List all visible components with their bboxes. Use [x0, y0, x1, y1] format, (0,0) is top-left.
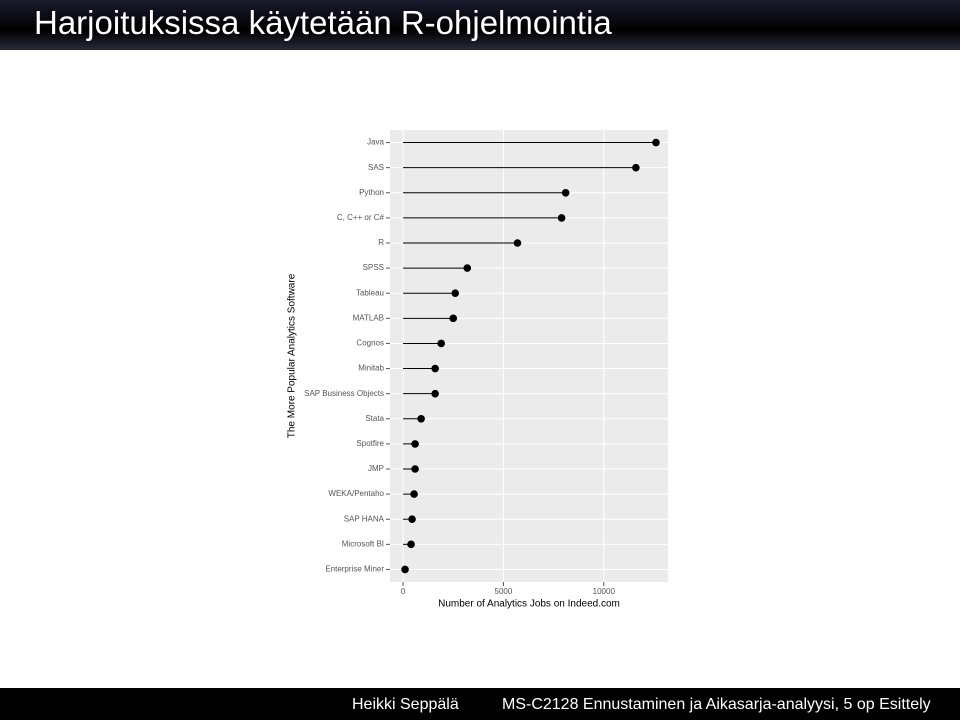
title-bar: Harjoituksissa käytetään R-ohjelmointia [0, 0, 960, 50]
dot [437, 339, 445, 348]
y-tick-label: JMP [368, 464, 384, 473]
dot [411, 465, 419, 473]
plot-background [390, 130, 668, 582]
dot [561, 188, 570, 197]
footer-course: MS-C2128 Ennustaminen ja Aikasarja-analy… [502, 696, 931, 713]
dot [431, 389, 439, 398]
y-tick-label: Enterprise Miner [325, 565, 384, 574]
y-axis-label: The More Popular Analytics Software [287, 273, 298, 438]
slide-title: Harjoituksissa käytetään R-ohjelmointia [34, 4, 612, 41]
y-tick-label: Microsoft BI [342, 539, 384, 548]
dot [417, 414, 425, 423]
dot [407, 540, 415, 549]
dot [449, 314, 458, 323]
dot [408, 515, 416, 524]
x-axis-label: Number of Analytics Jobs on Indeed.com [438, 599, 620, 610]
footer: Heikki Seppälä MS-C2128 Ennustaminen ja … [0, 688, 960, 720]
y-tick-label: Cognos [356, 339, 384, 348]
x-tick-label: 10000 [593, 587, 616, 596]
y-tick-label: MATLAB [353, 313, 384, 322]
dot [513, 239, 522, 247]
y-tick-label: Minitab [358, 364, 384, 373]
y-tick-label: Stata [365, 414, 384, 423]
y-tick-label: C, C++ or C# [337, 213, 385, 222]
y-tick-label: R [378, 238, 384, 247]
dot [451, 289, 460, 298]
dot [401, 565, 409, 574]
dot [410, 490, 418, 498]
y-tick-label: WEKA/Pentaho [328, 489, 384, 498]
x-tick-label: 0 [401, 587, 406, 596]
y-tick-label: Tableau [356, 288, 384, 297]
dot [431, 364, 439, 373]
y-tick-label: SAS [368, 163, 384, 172]
y-tick-label: SAP HANA [344, 514, 385, 523]
y-tick-label: SPSS [363, 263, 384, 272]
y-tick-label: SAP Business Objects [304, 389, 384, 398]
y-tick-label: Spotfire [356, 439, 384, 448]
footer-author: Heikki Seppälä [352, 696, 459, 713]
dot [652, 138, 660, 147]
y-tick-label: Java [367, 138, 384, 147]
dot [411, 440, 419, 448]
dot [463, 264, 472, 272]
dot [632, 163, 640, 172]
y-tick-label: Python [359, 188, 384, 197]
x-tick-label: 5000 [495, 587, 513, 596]
dot [557, 214, 566, 222]
chart: Number of Analytics Jobs on Indeed.com T… [287, 130, 668, 610]
